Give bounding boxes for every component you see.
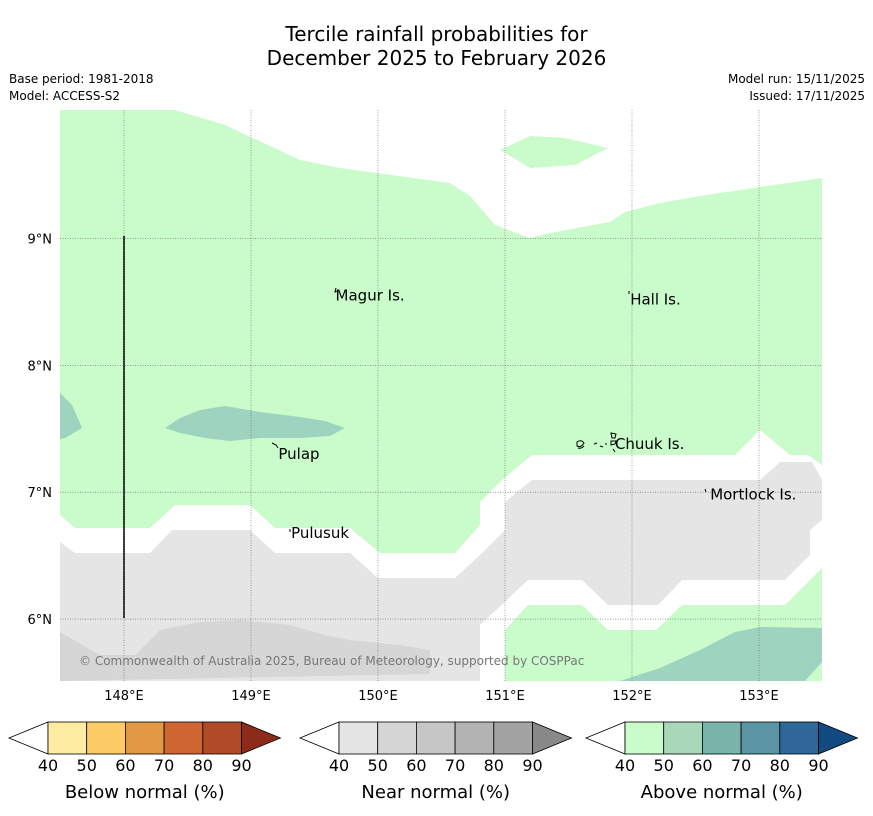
- gridlines: [60, 110, 822, 681]
- colorbar-tick: 80: [193, 756, 213, 775]
- colorbar-tick: 90: [808, 756, 828, 775]
- model-run: Model run: 15/11/2025: [727, 72, 865, 86]
- colorbar-segment: [454, 721, 495, 755]
- lat-tick-label: 8°N: [28, 359, 53, 374]
- lat-tick-label: 9°N: [28, 232, 53, 247]
- island-coastlines: [271, 287, 707, 532]
- map-title: Tercile rainfall probabilities for Decem…: [0, 22, 873, 70]
- region-near-normal-50: [60, 620, 430, 681]
- colorbar-segment: [47, 721, 88, 755]
- colorbar-segment: [779, 721, 819, 755]
- colorbar-tick: 60: [406, 756, 426, 775]
- meta-right: Model run: 15/11/2025 Issued: 17/11/2025: [728, 71, 865, 105]
- place-label: Hall Is.: [630, 290, 681, 308]
- island-chuuk-e: [593, 442, 616, 453]
- place-labels: Magur Is. Hall Is. Pulap Chuuk Is. Mortlock …: [278, 286, 796, 541]
- colorbar-segment: [377, 721, 417, 755]
- colorbar-tick: 90: [522, 756, 542, 775]
- colorbar-segment: [624, 721, 665, 755]
- colorbar-segment: [740, 721, 781, 755]
- colorbar-segment: [125, 721, 165, 755]
- region-above-normal-50-central: [165, 406, 345, 441]
- colorbar-segment: [338, 721, 379, 755]
- colorbar-low-extension: [7, 721, 49, 755]
- map-panel: Magur Is. Hall Is. Pulap Chuuk Is. Mortlock …: [28, 110, 822, 704]
- island-mortlock: [704, 488, 707, 493]
- base-period: Base period: 1981-2018: [9, 72, 154, 86]
- colorbar-tick: 40: [38, 756, 58, 775]
- lon-tick-label: 151°E: [485, 689, 525, 704]
- colorbar-tick: 90: [231, 756, 251, 775]
- colorbar-tick: 40: [615, 756, 635, 775]
- colorbar-segment: [163, 721, 204, 755]
- colorbar-segment: [702, 721, 742, 755]
- colorbar-tick: 50: [654, 756, 674, 775]
- colorbar-tick: 80: [770, 756, 790, 775]
- lon-tick-label: 149°E: [231, 689, 271, 704]
- colorbar-high-extension: [241, 721, 282, 755]
- island-chuuk-a: [576, 440, 585, 448]
- colorbar-tick: 60: [692, 756, 712, 775]
- colorbar-segment: [493, 721, 533, 755]
- region-above-normal-40-north: [500, 136, 608, 168]
- colorbar-2: 40 50 60 70 80 90 Above normal (%): [584, 721, 859, 803]
- colorbar-segment: [86, 721, 126, 755]
- island-pulap: [271, 442, 279, 449]
- colorbar-segment: [663, 721, 703, 755]
- place-label: Chuuk Is.: [615, 435, 684, 453]
- colorbar-label: Near normal (%): [361, 782, 510, 803]
- colorbar-tick: 70: [731, 756, 751, 775]
- colorbar-tick: 80: [484, 756, 504, 775]
- lat-tick-label: 6°N: [28, 613, 53, 628]
- colorbar-tick: 50: [368, 756, 388, 775]
- colorbar-tick: 40: [329, 756, 349, 775]
- region-above-normal-50-southeast: [620, 627, 822, 681]
- colorbar-1: 40 50 60 70 80 90 Near normal (%): [298, 721, 573, 803]
- colorbar-segment: [415, 721, 456, 755]
- lon-tick-label: 148°E: [104, 689, 144, 704]
- colorbar-low-extension: [584, 721, 626, 755]
- island-magur: [334, 287, 338, 293]
- issued-date: Issued: 17/11/2025: [749, 89, 865, 103]
- longitude-tick-labels: 148°E 149°E 150°E 151°E 152°E 153°E: [104, 689, 779, 704]
- colorbars: 40 50 60 70 80 90 Below normal (%) 40 50 60 70 80 90…: [7, 721, 859, 803]
- region-above-normal-40: [60, 110, 822, 553]
- place-label: Pulusuk: [291, 524, 349, 542]
- colorbar-0: 40 50 60 70 80 90 Below normal (%): [7, 721, 282, 803]
- lat-tick-label: 7°N: [28, 486, 53, 501]
- colorbar-segment: [202, 721, 242, 755]
- colorbar-tick: 70: [154, 756, 174, 775]
- latitude-tick-labels: 9°N 8°N 7°N 6°N: [28, 232, 53, 628]
- colorbar-label: Above normal (%): [641, 782, 803, 803]
- colorbar-high-extension: [818, 721, 859, 755]
- region-above-normal-50-west: [60, 393, 82, 439]
- place-label: Mortlock Is.: [710, 486, 796, 504]
- colorbar-high-extension: [532, 721, 573, 755]
- island-chuuk-d: [610, 440, 617, 446]
- island-chuuk-c: [610, 432, 617, 439]
- colorbar-tick: 50: [77, 756, 97, 775]
- meta-left: Base period: 1981-2018 Model: ACCESS-S2: [9, 71, 154, 105]
- place-label: Pulap: [278, 445, 319, 463]
- island-chuuk-b: [577, 445, 585, 449]
- title-line-1: Tercile rainfall probabilities for: [285, 22, 588, 46]
- lon-tick-label: 150°E: [358, 689, 398, 704]
- title-line-2: December 2025 to February 2026: [266, 46, 607, 70]
- copyright-notice: © Commonwealth of Australia 2025, Bureau…: [79, 654, 584, 668]
- colorbar-tick: 70: [445, 756, 465, 775]
- lon-tick-label: 152°E: [612, 689, 652, 704]
- colorbar-label: Below normal (%): [65, 782, 225, 803]
- lon-tick-label: 153°E: [739, 689, 779, 704]
- colorbar-low-extension: [298, 721, 340, 755]
- model-name: Model: ACCESS-S2: [9, 89, 121, 103]
- place-label: Magur Is.: [336, 286, 405, 304]
- colorbar-tick: 60: [115, 756, 135, 775]
